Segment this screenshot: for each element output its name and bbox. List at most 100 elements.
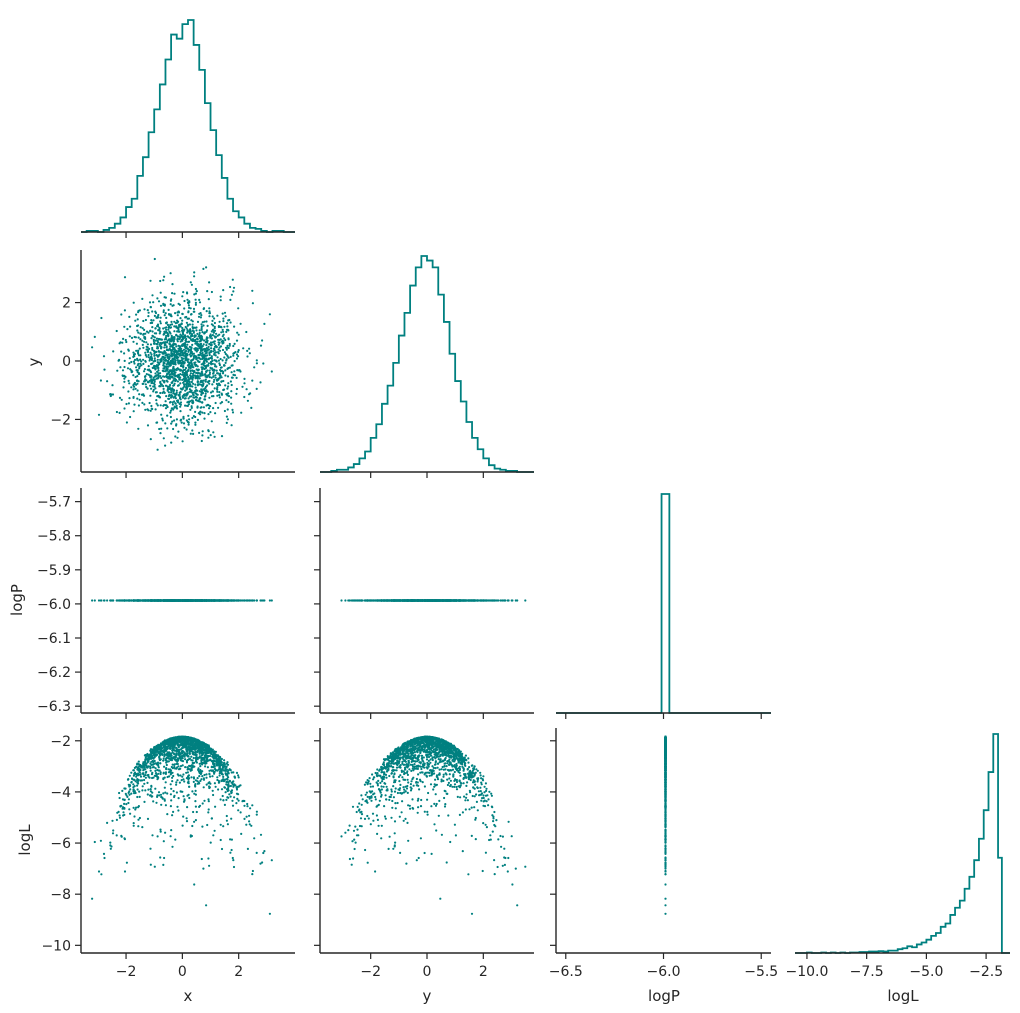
scatter-point: [187, 376, 190, 379]
scatter-point: [179, 373, 182, 376]
scatter-point: [189, 313, 193, 316]
scatter-point: [228, 344, 231, 347]
scatter-point: [206, 374, 209, 377]
scatter-point: [184, 349, 188, 353]
scatter-point: [207, 436, 210, 439]
scatter-point: [202, 267, 205, 270]
scatter-point: [189, 281, 192, 284]
scatter-point: [163, 346, 166, 349]
scatter-point: [181, 344, 184, 347]
scatter-point: [187, 382, 190, 385]
scatter-point: [172, 346, 175, 349]
scatter-point: [188, 300, 191, 303]
scatter-point: [185, 387, 188, 390]
scatter-point: [93, 599, 96, 602]
scatter-point: [239, 370, 242, 373]
scatter-point: [181, 371, 184, 374]
scatter-point: [138, 365, 141, 368]
scatter-point: [174, 435, 177, 438]
scatter-point: [200, 383, 203, 386]
scatter-point: [158, 427, 161, 431]
scatter-point: [183, 380, 186, 383]
scatter-point: [144, 383, 147, 386]
scatter-point: [224, 374, 227, 377]
scatter-point: [188, 418, 191, 421]
scatter-point: [174, 379, 177, 383]
scatter-point: [161, 355, 164, 358]
scatter-point: [175, 391, 178, 394]
scatter-point: [166, 353, 169, 356]
scatter-point: [130, 371, 133, 374]
scatter-point: [134, 375, 137, 379]
scatter-point: [225, 415, 228, 418]
scatter-point: [142, 346, 145, 349]
scatter-point: [166, 323, 169, 326]
scatter-point: [99, 379, 102, 382]
scatter-point: [226, 344, 229, 347]
scatter-point: [186, 392, 189, 395]
scatter-point: [209, 356, 212, 360]
scatter-point: [208, 352, 211, 355]
scatter-point: [192, 370, 195, 373]
scatter-point: [197, 412, 200, 415]
scatter-point: [196, 342, 199, 345]
scatter-point: [171, 283, 174, 286]
scatter-point: [228, 342, 231, 346]
scatter-point: [231, 364, 234, 367]
scatter-point: [123, 309, 126, 312]
scatter-point: [154, 311, 158, 315]
scatter-point: [159, 391, 162, 395]
scatter-point: [189, 361, 192, 364]
scatter-point: [203, 354, 206, 357]
scatter-point: [218, 320, 221, 323]
scatter-point: [137, 404, 140, 407]
scatter-point: [200, 348, 203, 352]
scatter-point: [167, 375, 170, 378]
scatter-point: [187, 361, 190, 364]
scatter-point: [163, 599, 166, 602]
scatter-point: [166, 599, 169, 602]
scatter-point: [217, 406, 220, 409]
scatter-point: [203, 599, 206, 602]
scatter-point: [169, 303, 172, 306]
scatter-point: [182, 291, 185, 294]
scatter-point: [183, 362, 186, 365]
scatter-point: [176, 335, 179, 338]
scatter-point: [164, 422, 167, 425]
scatter-point: [178, 338, 181, 341]
scatter-point: [136, 318, 139, 321]
scatter-point: [147, 353, 150, 357]
scatter-point: [221, 348, 225, 352]
scatter-point: [217, 341, 220, 344]
scatter-point: [160, 413, 163, 416]
scatter-point: [181, 378, 184, 381]
scatter-point: [147, 331, 150, 334]
scatter-point: [151, 310, 154, 313]
scatter-point: [209, 411, 212, 414]
scatter-point: [185, 428, 188, 431]
scatter-point: [149, 409, 152, 412]
scatter-point: [115, 599, 118, 602]
scatter-point: [109, 393, 112, 396]
scatter-point: [155, 354, 158, 357]
scatter-point: [195, 396, 198, 399]
scatter-point: [229, 285, 232, 289]
scatter-point: [163, 357, 166, 360]
scatter-point: [174, 349, 178, 352]
scatter-point: [172, 339, 175, 342]
scatter-point: [204, 380, 207, 383]
scatter-point: [134, 387, 137, 390]
scatter-point: [204, 394, 207, 398]
scatter-point: [159, 316, 162, 319]
scatter-point: [162, 387, 165, 390]
scatter-point: [137, 311, 140, 314]
scatter-point: [186, 292, 189, 295]
scatter-point: [194, 287, 197, 291]
scatter-point: [190, 380, 193, 384]
scatter-point: [209, 362, 213, 365]
scatter-point: [222, 388, 225, 392]
scatter-point: [170, 441, 173, 444]
scatter-point: [97, 413, 101, 416]
scatter-point: [176, 436, 179, 439]
scatter-point: [187, 397, 190, 400]
